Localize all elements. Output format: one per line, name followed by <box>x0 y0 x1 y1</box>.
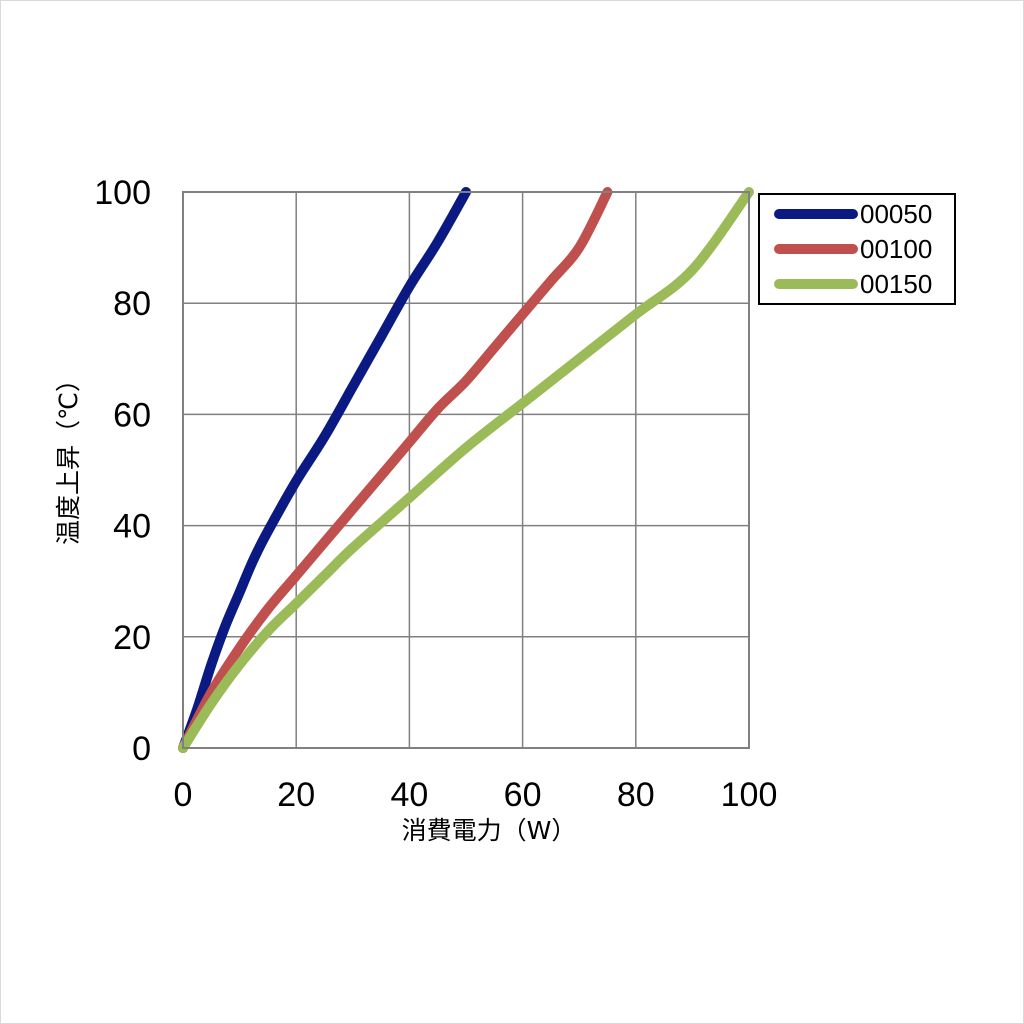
series-line-00050 <box>178 187 471 753</box>
y-tick-label: 40 <box>113 508 151 546</box>
x-tick-label: 0 <box>174 776 193 814</box>
y-tick-label: 60 <box>113 396 151 434</box>
legend-label-00050: 00050 <box>860 199 932 229</box>
x-tick-label: 20 <box>277 776 315 814</box>
y-tick-label: 20 <box>113 619 151 657</box>
series-line-00100 <box>178 187 613 753</box>
plot-border <box>182 191 750 749</box>
y-axis-ticks: 0 20 40 60 80 100 <box>94 174 151 768</box>
x-axis-title: 消費電力（W） <box>402 816 577 845</box>
y-axis-title: 温度上昇（℃） <box>54 367 83 545</box>
y-tick-label: 100 <box>94 174 151 212</box>
series-line-00150 <box>178 187 754 753</box>
x-axis-ticks: 0 20 40 60 80 100 <box>174 776 778 814</box>
legend-label-00100: 00100 <box>860 234 932 264</box>
legend-label-00150: 00150 <box>860 269 932 299</box>
x-tick-label: 100 <box>721 776 778 814</box>
x-tick-label: 40 <box>390 776 428 814</box>
legend: 00050 00100 00150 <box>758 193 956 305</box>
x-tick-label: 80 <box>617 776 655 814</box>
y-tick-label: 80 <box>113 285 151 323</box>
x-tick-label: 60 <box>504 776 542 814</box>
series-group <box>178 187 754 753</box>
y-tick-label: 0 <box>132 730 151 768</box>
grid <box>182 191 750 749</box>
